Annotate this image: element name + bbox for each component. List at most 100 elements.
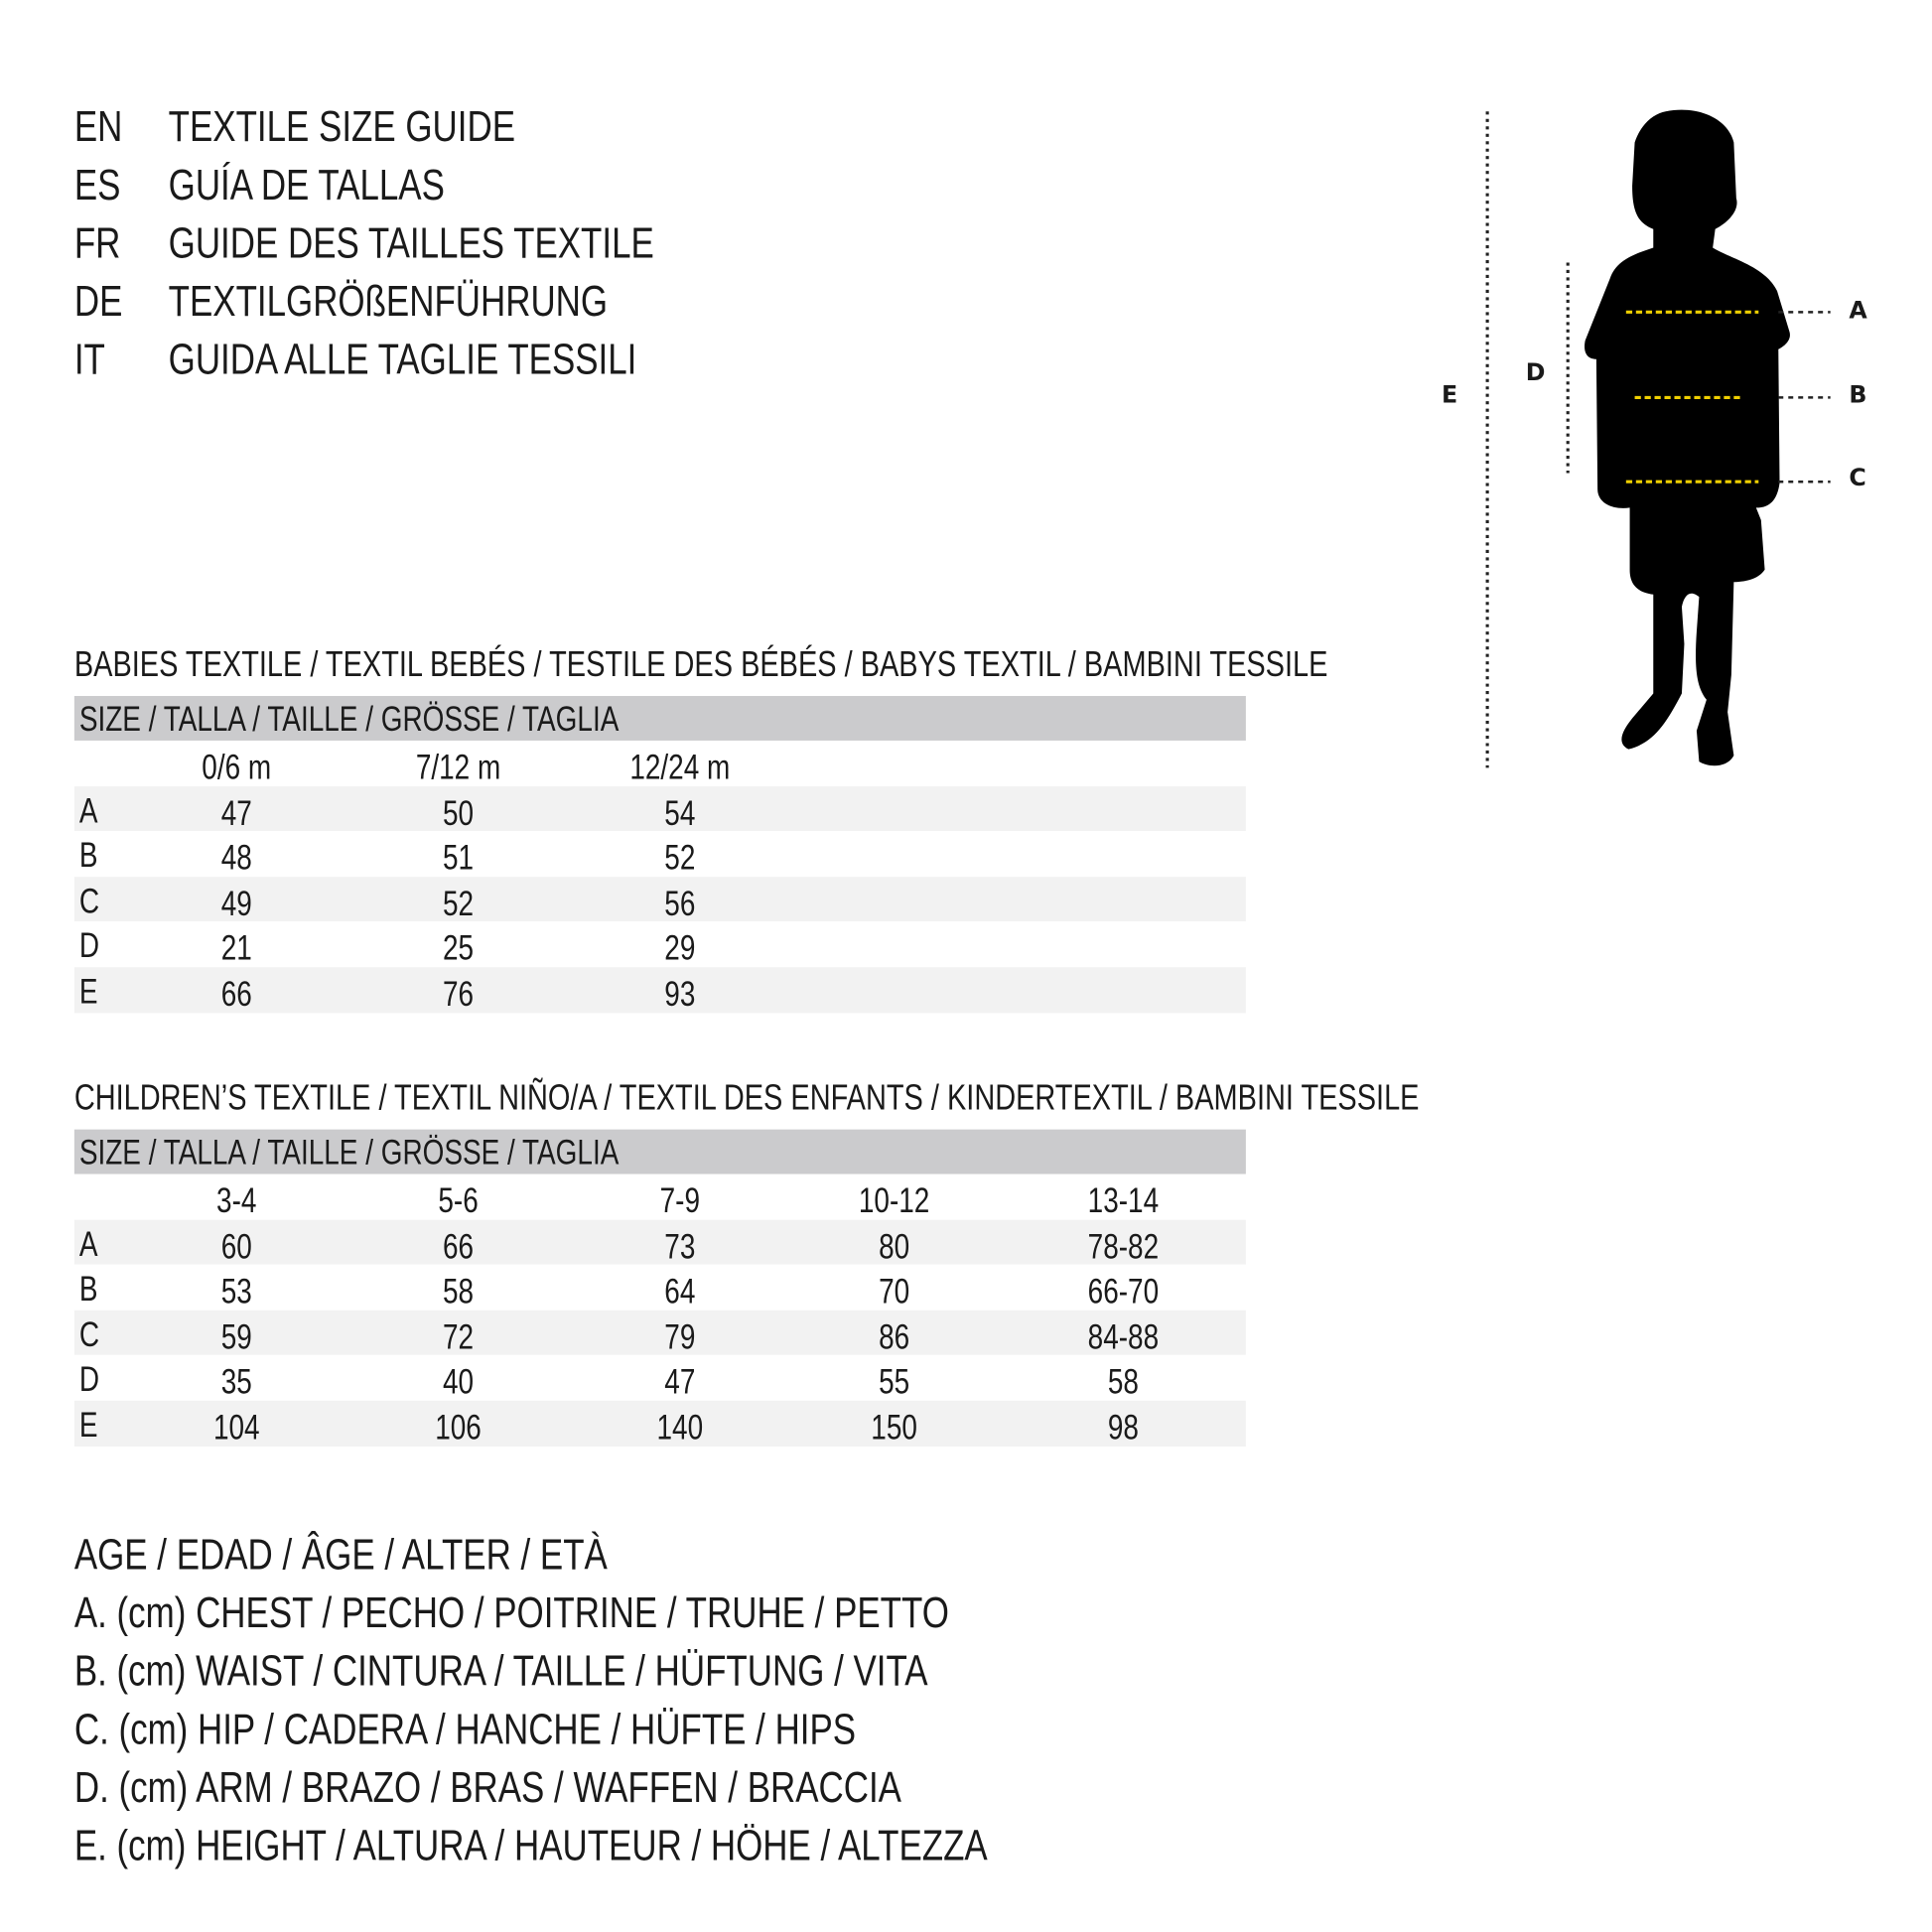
table-cell-text: 150 xyxy=(871,1408,917,1447)
row-label-text: A xyxy=(78,1224,98,1263)
size-header-text: SIZE / TALLA / TAILLE / GRÖSSE / TAGLIA xyxy=(78,1133,620,1173)
table-cell-text: 84-88 xyxy=(1087,1316,1160,1356)
table-cell-text: 53 xyxy=(220,1272,252,1311)
table-cell-text: 54 xyxy=(664,793,696,832)
legend-item: E. (cm) HEIGHT / ALTURA / HAUTEUR / HÖHE… xyxy=(74,1824,1216,1867)
row-label-text: D xyxy=(78,926,100,966)
row-stripe xyxy=(73,876,1246,922)
table-cell-text: 60 xyxy=(220,1226,252,1266)
title-lang-code-text: EN xyxy=(73,102,123,152)
table-cell-text: 106 xyxy=(435,1408,482,1447)
row-label: C xyxy=(79,884,104,918)
row-label: D xyxy=(78,926,104,966)
size-header: SIZE / TALLA / TAILLE / GRÖSSE / TAGLIA xyxy=(78,1133,754,1173)
table-cell-text: 52 xyxy=(664,838,696,878)
table-cell-text: 140 xyxy=(656,1408,704,1447)
title-lang-code-text: ES xyxy=(73,161,121,209)
figure-label-a: A xyxy=(1849,297,1867,325)
row-label: C xyxy=(79,1316,104,1352)
row-label-text: A xyxy=(78,790,98,830)
table-cell-text: 86 xyxy=(879,1316,910,1356)
legend-item-text: C. (cm) HIP / CADERA / HANCHE / HÜFTE / … xyxy=(73,1705,857,1754)
figure-label-e: E xyxy=(1441,381,1458,409)
table-cell-text: 98 xyxy=(1107,1408,1139,1447)
title-text: GUIDE DES TAILLES TEXTILE xyxy=(169,221,775,265)
column-header-text: 0/6 m xyxy=(202,748,272,787)
table-cell-text: 47 xyxy=(220,793,252,832)
table-cell-text: 76 xyxy=(442,974,475,1014)
row-stripe xyxy=(73,1400,1246,1447)
table-cell-text: 58 xyxy=(1107,1362,1139,1402)
size-header-band xyxy=(73,696,1246,741)
row-label-text: D xyxy=(78,1360,100,1399)
table-cell-text: 64 xyxy=(664,1272,696,1311)
title-text-text: TEXTILE SIZE GUIDE xyxy=(168,102,515,152)
table-cell-text: 78-82 xyxy=(1087,1226,1160,1266)
legend-item-text: B. (cm) WAIST / CINTURA / TAILLE / HÜFTU… xyxy=(73,1647,928,1696)
table-cell-text: 73 xyxy=(664,1226,696,1266)
title-lang-code-text: IT xyxy=(73,336,105,384)
row-label: D xyxy=(78,1360,104,1399)
legend-item: D. (cm) ARM / BRAZO / BRAS / WAFFEN / BR… xyxy=(74,1766,1108,1810)
column-header-text: 3-4 xyxy=(216,1181,257,1220)
legend-item-text: D. (cm) ARM / BRAZO / BRAS / WAFFEN / BR… xyxy=(73,1763,901,1812)
size-header: SIZE / TALLA / TAILLE / GRÖSSE / TAGLIA xyxy=(79,702,754,737)
title-text: GUIDA ALLE TAGLIE TESSILI xyxy=(169,339,755,382)
table-cell-text: 56 xyxy=(664,884,696,923)
size-header-text: SIZE / TALLA / TAILLE / GRÖSSE / TAGLIA xyxy=(78,699,620,739)
row-stripe xyxy=(73,785,1246,832)
row-label-text: B xyxy=(78,1269,98,1309)
row-stripe xyxy=(73,1219,1246,1265)
table-cell-text: 66 xyxy=(442,1226,475,1266)
table-cell-text: 79 xyxy=(664,1316,696,1356)
title-text: TEXTILGRÖßENFÜHRUNG xyxy=(169,280,718,324)
legend-item-text: A. (cm) CHEST / PECHO / POITRINE / TRUHE… xyxy=(73,1588,949,1638)
table-cell-text: 47 xyxy=(664,1362,696,1402)
figure-label-c: C xyxy=(1849,464,1866,492)
table-cell-text: 80 xyxy=(879,1226,910,1266)
row-label-text: E xyxy=(78,1405,98,1445)
table-cell-text: 58 xyxy=(442,1272,475,1311)
table-cell-text: 35 xyxy=(220,1362,252,1402)
column-header-text: 7/12 m xyxy=(415,748,501,787)
row-label: A xyxy=(78,790,102,830)
row-stripe xyxy=(73,967,1246,1013)
section-heading-text: CHILDREN’S TEXTILE / TEXTIL NIÑO/A / TEX… xyxy=(73,1078,1420,1119)
table-cell-text: 40 xyxy=(442,1362,475,1402)
legend-item: AGE / EDAD / ÂGE / ALTER / ETÀ xyxy=(74,1533,741,1577)
table-cell-text: 93 xyxy=(664,974,696,1014)
legend-item: C. (cm) HIP / CADERA / HANCHE / HÜFTE / … xyxy=(74,1708,1051,1751)
table-cell-text: 50 xyxy=(442,793,475,832)
title-text-text: GUÍA DE TALLAS xyxy=(168,161,445,209)
column-header-text: 13-14 xyxy=(1087,1181,1160,1220)
table-cell-text: 70 xyxy=(879,1272,910,1311)
title-text: TEXTILE SIZE GUIDE xyxy=(169,105,603,149)
row-label-text: C xyxy=(78,881,100,920)
section-heading: BABIES TEXTILE / TEXTIL BEBÉS / TESTILE … xyxy=(74,647,1641,683)
table-cell-text: 21 xyxy=(220,929,252,968)
column-header-text: 12/24 m xyxy=(629,748,731,787)
table-cell-text: 66 xyxy=(220,974,252,1014)
title-lang-code: FR xyxy=(74,221,132,265)
title-text: GUÍA DE TALLAS xyxy=(169,164,514,207)
row-label-text: B xyxy=(78,836,98,875)
table-cell-text: 72 xyxy=(442,1316,475,1356)
table-cell-text: 52 xyxy=(442,884,475,923)
row-label: B xyxy=(78,836,102,875)
title-lang-code: DE xyxy=(74,280,135,324)
table-cell-text: 51 xyxy=(442,838,475,878)
table-cell-text: 48 xyxy=(220,838,252,878)
row-stripe xyxy=(73,1310,1246,1356)
title-lang-code: EN xyxy=(74,105,135,149)
child-silhouette-icon xyxy=(1585,109,1790,766)
table-cell-text: 29 xyxy=(664,929,696,968)
legend-item-text: AGE / EDAD / ÂGE / ALTER / ETÀ xyxy=(73,1530,608,1580)
title-lang-code: IT xyxy=(74,339,113,382)
column-header-text: 10-12 xyxy=(858,1181,930,1220)
table-cell-text: 66-70 xyxy=(1087,1272,1160,1311)
figure-label-b: B xyxy=(1849,381,1867,409)
section-heading: CHILDREN’S TEXTILE / TEXTIL NIÑO/A / TEX… xyxy=(73,1078,1755,1119)
title-lang-code-text: FR xyxy=(73,218,121,268)
section-heading-text: BABIES TEXTILE / TEXTIL BEBÉS / TESTILE … xyxy=(73,644,1328,685)
